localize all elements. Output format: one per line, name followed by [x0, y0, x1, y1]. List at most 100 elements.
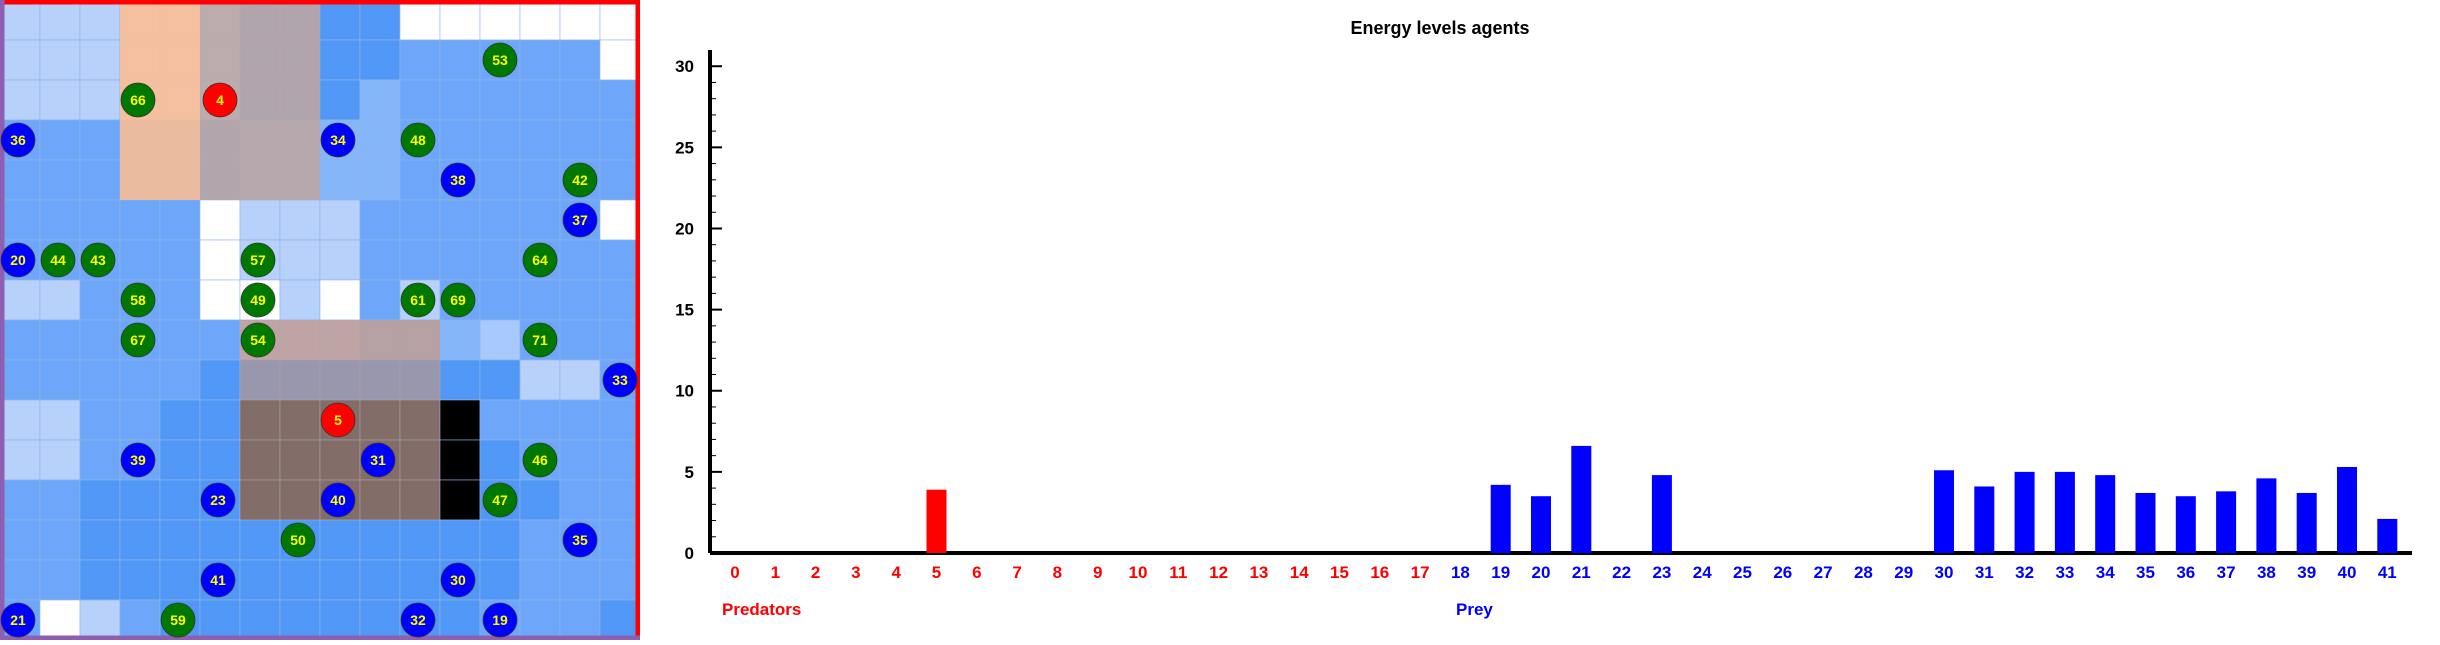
group-label-predators: Predators	[722, 600, 801, 619]
grid-cell	[0, 39, 41, 81]
agent-66: 66	[120, 82, 156, 118]
grid-cell	[159, 279, 201, 321]
grid-cell	[399, 79, 441, 121]
agent-label: 20	[10, 252, 26, 268]
agent-label: 30	[450, 572, 466, 588]
agent-64: 64	[522, 242, 558, 278]
x-tick-label: 4	[891, 563, 901, 582]
grid-cell	[559, 359, 601, 401]
agent-39: 39	[120, 442, 156, 478]
grid-cell	[279, 599, 321, 641]
x-tick-label: 29	[1894, 563, 1913, 582]
grid-cell	[479, 319, 521, 361]
grid-cell	[599, 399, 641, 441]
x-tick-label: 3	[851, 563, 860, 582]
agent-42: 42	[562, 162, 598, 198]
grid-cell	[599, 159, 641, 201]
grid-cell	[79, 359, 121, 401]
agent-marker	[522, 242, 558, 278]
agent-marker	[202, 82, 238, 118]
agent-marker	[440, 562, 476, 598]
x-tick-label: 28	[1854, 563, 1873, 582]
bar-agent-19	[1490, 484, 1511, 553]
agent-36: 36	[0, 122, 36, 158]
agent-49: 49	[240, 282, 276, 318]
grid-cell	[79, 559, 121, 601]
x-tick-label: 38	[2257, 563, 2276, 582]
group-label-prey: Prey	[1456, 600, 1493, 619]
x-tick-label: 11	[1169, 563, 1187, 582]
x-tick-label: 30	[1935, 563, 1954, 582]
grid-cell	[519, 119, 561, 161]
grid-cell	[79, 439, 121, 481]
grid-cell	[359, 279, 401, 321]
agent-label: 40	[330, 492, 346, 508]
agent-19: 19	[482, 602, 518, 638]
x-tick-label: 20	[1532, 563, 1551, 582]
agent-marker	[562, 162, 598, 198]
bar-agent-31	[1974, 486, 1995, 553]
agent-label: 33	[612, 372, 628, 388]
grid-cell	[39, 559, 81, 601]
grid-cell	[399, 239, 441, 281]
agent-20: 20	[0, 242, 36, 278]
x-tick-label: 2	[811, 563, 820, 582]
grid-cell	[199, 319, 241, 361]
grid-cell	[39, 0, 81, 41]
bar-agent-20	[1531, 496, 1551, 553]
grid-cell	[519, 399, 561, 441]
grid-cell	[0, 559, 41, 601]
x-tick-label: 1	[771, 563, 780, 582]
grid-cell	[519, 359, 561, 401]
grid-cell	[39, 119, 81, 161]
grid-cell	[0, 439, 41, 481]
grid-cell	[519, 559, 561, 601]
grid-cell	[439, 479, 481, 521]
grid-cell	[519, 279, 561, 321]
grid-cell	[359, 559, 401, 601]
agent-71: 71	[522, 322, 558, 358]
agent-69: 69	[440, 282, 476, 318]
agent-marker	[482, 602, 518, 638]
agent-marker	[0, 602, 36, 638]
grid-cell	[239, 519, 281, 561]
grid-cell	[439, 399, 481, 441]
x-tick-label: 18	[1451, 563, 1470, 582]
grid-cell	[319, 279, 361, 321]
agent-label: 21	[10, 612, 26, 628]
grid-cell	[79, 39, 121, 81]
agent-label: 69	[450, 292, 466, 308]
agent-54: 54	[240, 322, 276, 358]
grid-cell	[319, 79, 361, 121]
grid-cell	[39, 359, 81, 401]
agent-44: 44	[40, 242, 76, 278]
grid-cell	[599, 239, 641, 281]
grid-cell	[439, 519, 481, 561]
agent-marker	[0, 122, 36, 158]
grid-cell	[439, 439, 481, 481]
grid-cell	[79, 79, 121, 121]
grid-cell	[439, 79, 481, 121]
agent-marker	[160, 602, 196, 638]
grid-cell	[479, 159, 521, 201]
agent-label: 47	[492, 492, 508, 508]
grid-cell	[119, 199, 161, 241]
agent-31: 31	[360, 442, 396, 478]
x-tick-label: 26	[1773, 563, 1792, 582]
grid-cell	[159, 199, 201, 241]
grid-cell	[119, 479, 161, 521]
agent-marker	[400, 602, 436, 638]
grid-cell	[479, 519, 521, 561]
agent-40: 40	[320, 482, 356, 518]
grid-cell	[39, 79, 81, 121]
agent-marker	[280, 522, 316, 558]
agent-35: 35	[562, 522, 598, 558]
agent-marker	[562, 202, 598, 238]
grid-cell	[39, 199, 81, 241]
grid-cell	[559, 439, 601, 481]
x-tick-label: 0	[730, 563, 739, 582]
y-tick-label: 5	[685, 463, 694, 482]
agent-4: 4	[202, 82, 238, 118]
grid-cell	[0, 479, 41, 521]
